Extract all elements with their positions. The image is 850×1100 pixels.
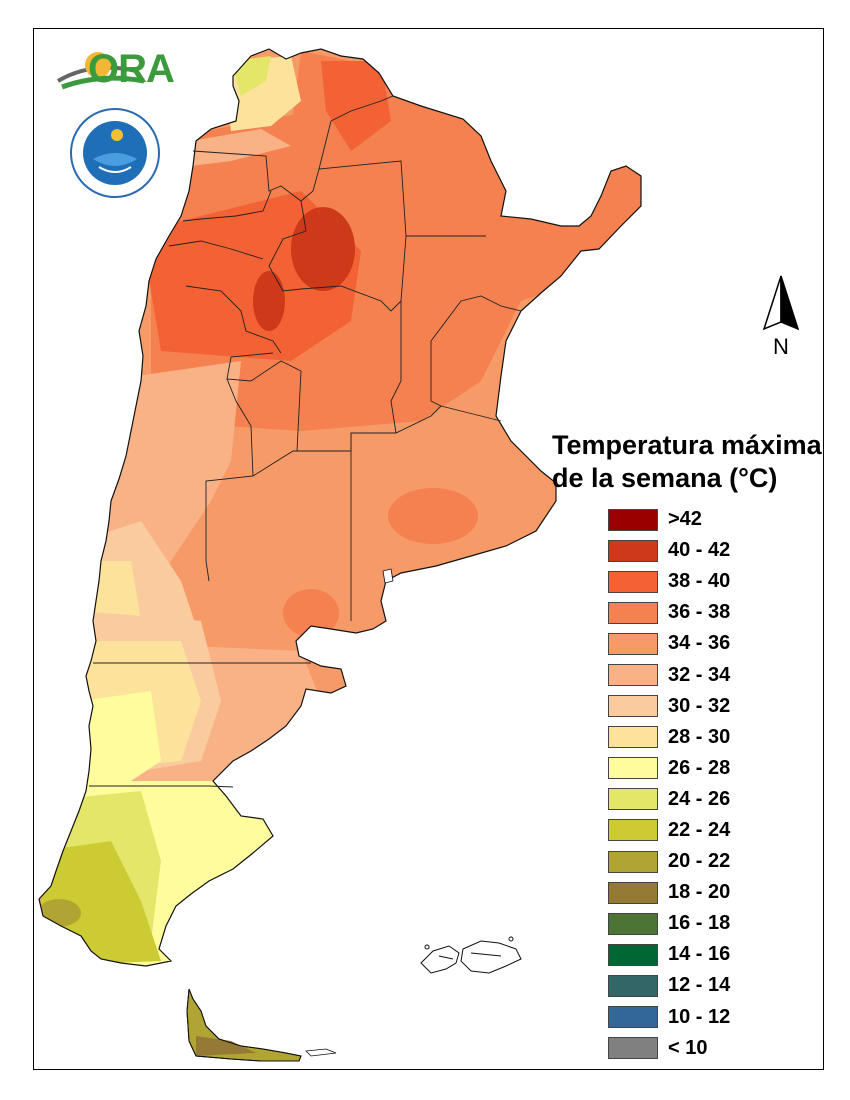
legend-item: 26 - 28 [608, 753, 730, 784]
legend-swatch [608, 539, 658, 562]
islas-malvinas [420, 936, 522, 974]
legend-item: 38 - 40 [608, 566, 730, 597]
legend-swatch [608, 912, 658, 935]
legend-item: 36 - 38 [608, 597, 730, 628]
legend-label: < 10 [668, 1036, 708, 1059]
legend-swatch [608, 695, 658, 718]
legend-item: 10 - 12 [608, 1002, 730, 1033]
legend-label: 14 - 16 [668, 943, 731, 966]
legend-label: 10 - 12 [668, 1005, 731, 1028]
map-frame: ORA N Temperatura máxima de la semana (°… [33, 28, 824, 1070]
legend-label: >42 [668, 508, 702, 531]
legend-swatch [608, 788, 658, 811]
legend-label: 28 - 30 [668, 725, 731, 748]
legend-swatch [608, 1006, 658, 1029]
legend-item: 34 - 36 [608, 628, 730, 659]
legend-item: 22 - 24 [608, 815, 730, 846]
legend-label: 18 - 20 [668, 881, 731, 904]
legend-item: 40 - 42 [608, 535, 730, 566]
legend-swatch [608, 881, 658, 904]
legend-swatch [608, 632, 658, 655]
legend-label: 16 - 18 [668, 912, 731, 935]
legend-item: < 10 [608, 1033, 730, 1064]
legend-swatch [608, 819, 658, 842]
legend-label: 20 - 22 [668, 850, 731, 873]
legend-title-line2: de la semana (°C) [552, 463, 778, 493]
legend-item: 28 - 30 [608, 722, 730, 753]
legend-label: 38 - 40 [668, 570, 731, 593]
legend-item: 18 - 20 [608, 877, 730, 908]
legend-item: 12 - 14 [608, 970, 730, 1001]
legend-label: 24 - 26 [668, 787, 731, 810]
legend-swatch [608, 508, 658, 531]
legend-label: 34 - 36 [668, 632, 731, 655]
legend-swatch [608, 757, 658, 780]
north-arrow-label: N [773, 334, 789, 359]
argentina-temperature-map [38, 48, 642, 1062]
legend-item: 20 - 22 [608, 846, 730, 877]
legend-label: 32 - 34 [668, 663, 731, 686]
legend-swatch [608, 850, 658, 873]
legend-label: 22 - 24 [668, 818, 731, 841]
legend-item: >42 [608, 504, 730, 535]
legend-swatch [608, 570, 658, 593]
ora-logo-text: ORA [88, 47, 175, 91]
legend-label: 12 - 14 [668, 974, 731, 997]
legend-item: 24 - 26 [608, 784, 730, 815]
legend-label: 26 - 28 [668, 756, 731, 779]
legend-title-line1: Temperatura máxima [552, 430, 822, 460]
north-arrow-icon [762, 275, 800, 331]
legend-item: 30 - 32 [608, 691, 730, 722]
legend-swatch [608, 726, 658, 749]
tierra-del-fuego [186, 988, 337, 1062]
legend-swatch [608, 601, 658, 624]
legend-items: >42 40 - 42 38 - 40 36 - 38 34 - 36 32 - 34 30… [608, 504, 730, 1064]
legend-label: 30 - 32 [668, 694, 731, 717]
legend-swatch [608, 1037, 658, 1060]
legend-item: 16 - 18 [608, 908, 730, 939]
legend: Temperatura máxima de la semana (°C) >42… [552, 429, 822, 1060]
ora-logo: ORA [52, 43, 175, 99]
smn-seal [69, 107, 161, 199]
ora-logo-icon [56, 52, 145, 90]
province-boundaries [89, 95, 522, 788]
smn-seal-icon [70, 108, 160, 198]
legend-item: 14 - 16 [608, 939, 730, 970]
legend-label: 40 - 42 [668, 539, 731, 562]
legend-item: 32 - 34 [608, 659, 730, 690]
north-arrow: N [756, 274, 806, 364]
legend-swatch [608, 974, 658, 997]
legend-swatch [608, 664, 658, 687]
legend-swatch [608, 943, 658, 966]
legend-label: 36 - 38 [668, 601, 731, 624]
